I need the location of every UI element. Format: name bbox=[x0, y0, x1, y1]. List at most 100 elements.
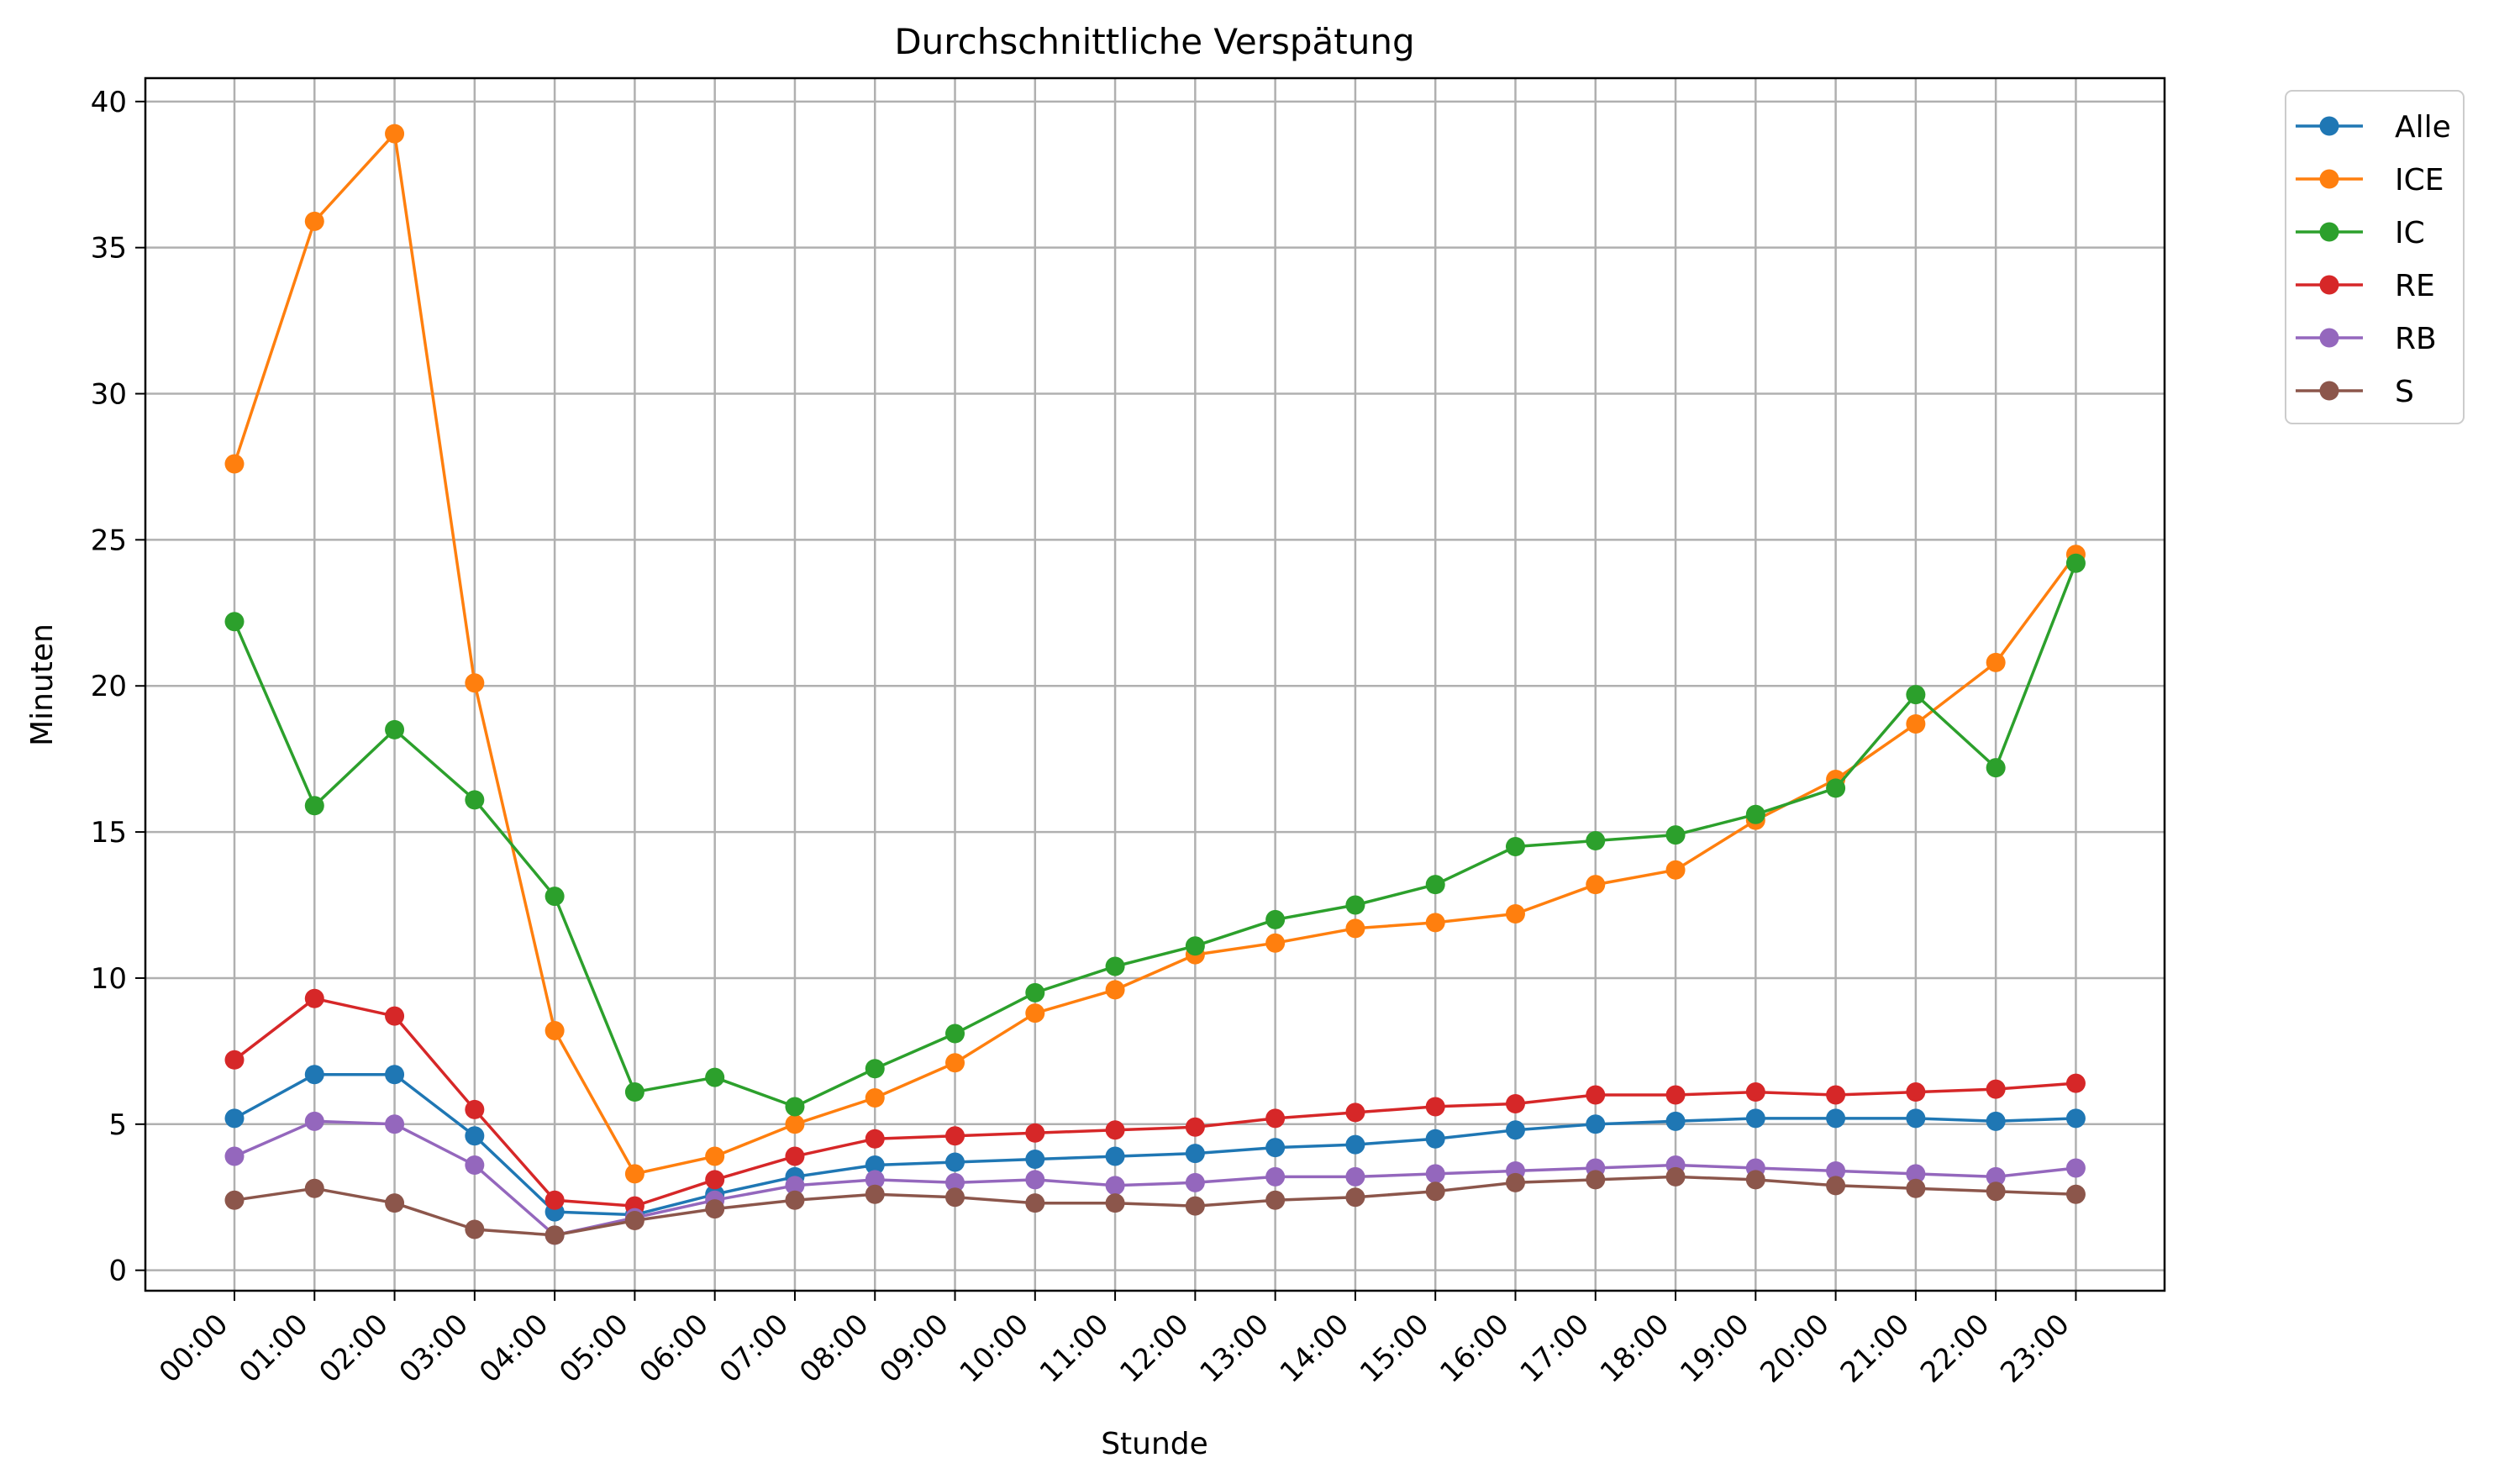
data-point bbox=[465, 673, 485, 693]
series-rb bbox=[224, 1111, 2086, 1245]
data-point bbox=[945, 1187, 965, 1208]
y-axis: 0 5 10 15 20 25 30 35 40 bbox=[91, 86, 145, 1288]
data-point bbox=[1265, 1138, 1286, 1158]
data-point bbox=[945, 1152, 965, 1172]
legend-item: Alle bbox=[2296, 110, 2451, 145]
x-tick-label: 23:00 bbox=[1994, 1308, 2076, 1390]
data-point bbox=[1345, 1102, 1365, 1123]
data-point bbox=[1826, 1176, 1846, 1196]
legend-label: IC bbox=[2395, 216, 2425, 250]
data-point bbox=[1105, 1176, 1125, 1196]
legend-label: RB bbox=[2395, 322, 2437, 356]
data-point bbox=[1745, 804, 1765, 824]
data-point bbox=[1586, 1114, 1606, 1134]
legend-item: RB bbox=[2296, 322, 2437, 356]
x-axis: 00:0001:0002:0003:0004:0005:0006:0007:00… bbox=[153, 1291, 2077, 1390]
data-point bbox=[1586, 1085, 1606, 1105]
data-point bbox=[1665, 860, 1686, 880]
data-point bbox=[224, 454, 245, 474]
series-line bbox=[233, 997, 2076, 1208]
data-point bbox=[865, 1129, 885, 1149]
data-point bbox=[865, 1184, 885, 1204]
data-point bbox=[1906, 1108, 1926, 1129]
data-point bbox=[1505, 1120, 1525, 1140]
x-tick-label: 00:00 bbox=[153, 1308, 235, 1390]
series-ic bbox=[224, 553, 2086, 1117]
data-point bbox=[945, 1172, 965, 1192]
series-line bbox=[234, 1175, 2076, 1237]
data-point bbox=[1986, 758, 2006, 778]
x-tick-label: 12:00 bbox=[1113, 1308, 1196, 1390]
data-point bbox=[1505, 903, 1525, 924]
data-point bbox=[545, 887, 565, 907]
data-point bbox=[1105, 1193, 1125, 1213]
x-tick-label: 04:00 bbox=[473, 1308, 555, 1390]
data-point bbox=[465, 1099, 485, 1119]
x-tick-label: 02:00 bbox=[313, 1308, 395, 1390]
x-tick-label: 15:00 bbox=[1354, 1308, 1436, 1390]
series-line bbox=[234, 1072, 2076, 1217]
legend-swatch-marker bbox=[2319, 328, 2339, 348]
y-tick-label: 5 bbox=[108, 1108, 127, 1142]
x-tick-label: 21:00 bbox=[1834, 1308, 1917, 1390]
legend-label: RE bbox=[2395, 269, 2435, 303]
data-point bbox=[1105, 1146, 1125, 1166]
y-tick-label: 35 bbox=[91, 232, 127, 266]
chart-title: Durchschnittliche Verspätung bbox=[894, 21, 1414, 62]
data-point bbox=[1185, 1144, 1205, 1164]
data-point bbox=[1745, 1082, 1765, 1102]
data-point bbox=[1745, 1108, 1765, 1129]
data-point bbox=[865, 1059, 885, 1079]
data-point bbox=[385, 1006, 405, 1026]
data-point bbox=[304, 1111, 324, 1131]
data-point bbox=[1345, 1134, 1365, 1155]
x-axis-label: Stunde bbox=[1101, 1427, 1208, 1461]
y-tick-label: 30 bbox=[91, 378, 127, 412]
y-tick-label: 10 bbox=[91, 962, 127, 996]
data-point bbox=[1265, 933, 1286, 953]
data-point bbox=[1586, 831, 1606, 851]
x-tick-label: 20:00 bbox=[1754, 1308, 1836, 1390]
data-point bbox=[304, 1065, 324, 1085]
data-point bbox=[1345, 918, 1365, 939]
data-point bbox=[865, 1155, 885, 1175]
legend-item: RE bbox=[2296, 269, 2435, 303]
x-tick-label: 07:00 bbox=[713, 1308, 796, 1390]
data-point bbox=[1265, 909, 1286, 929]
legend-swatch-marker bbox=[2319, 381, 2339, 401]
data-point bbox=[624, 1164, 644, 1184]
data-point bbox=[705, 1067, 725, 1087]
data-point bbox=[1826, 778, 1846, 798]
data-point bbox=[1185, 1117, 1205, 1137]
data-point bbox=[465, 1155, 485, 1175]
data-point bbox=[224, 1050, 245, 1070]
x-tick-label: 05:00 bbox=[553, 1308, 635, 1390]
data-point bbox=[1265, 1108, 1286, 1129]
data-point bbox=[1986, 1079, 2006, 1099]
data-point bbox=[385, 719, 405, 739]
data-point bbox=[2065, 1158, 2086, 1178]
data-point bbox=[1425, 1129, 1445, 1149]
data-point bbox=[465, 790, 485, 810]
x-tick-label: 19:00 bbox=[1674, 1308, 1756, 1390]
data-point bbox=[385, 124, 405, 144]
data-point bbox=[1425, 1181, 1445, 1202]
data-point bbox=[1105, 956, 1125, 976]
data-point bbox=[385, 1065, 405, 1085]
data-point bbox=[1025, 1003, 1045, 1024]
data-point bbox=[865, 1170, 885, 1190]
data-point bbox=[1906, 713, 1926, 734]
data-point bbox=[1586, 875, 1606, 895]
y-tick-label: 25 bbox=[91, 524, 127, 557]
legend-swatch-marker bbox=[2319, 275, 2339, 295]
data-point bbox=[1665, 1085, 1686, 1105]
data-point bbox=[1425, 913, 1445, 933]
legend: Alle ICE IC RE RB S bbox=[2285, 90, 2465, 424]
data-point bbox=[1025, 1193, 1045, 1213]
series-line bbox=[234, 1119, 2076, 1237]
data-point bbox=[1185, 1196, 1205, 1216]
series-s bbox=[224, 1166, 2086, 1245]
series-re bbox=[224, 988, 2086, 1216]
data-point bbox=[1025, 1123, 1045, 1143]
